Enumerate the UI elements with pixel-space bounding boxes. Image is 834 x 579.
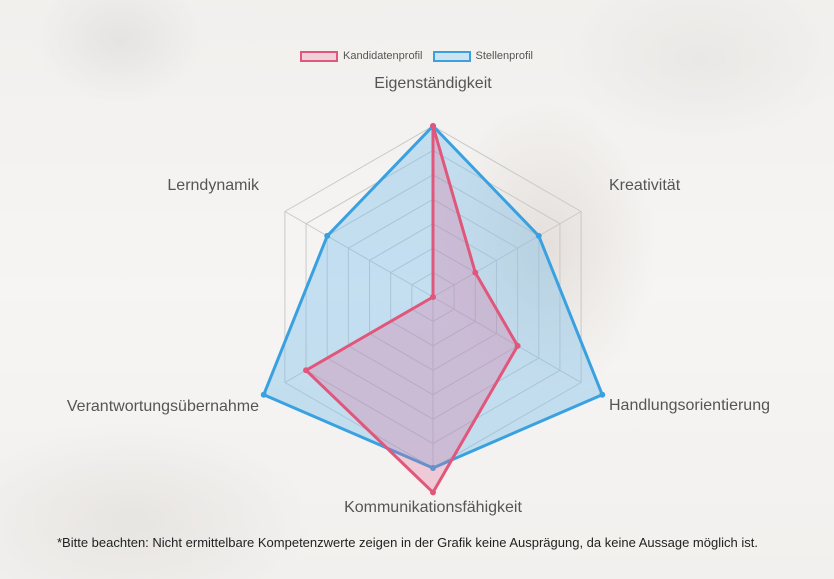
- legend-label-job: Stellenprofil: [475, 50, 533, 62]
- legend-item-job[interactable]: Stellenprofil: [432, 50, 533, 62]
- series-point-candidate-3: [430, 489, 436, 496]
- series-point-candidate-4: [303, 367, 310, 374]
- series-point-job-1: [535, 232, 542, 239]
- axis-label-eigenstaendigkeit: Eigenständigkeit: [374, 75, 492, 92]
- series-point-job-3: [430, 465, 436, 471]
- grid-spoke-2: [432, 296, 582, 383]
- chart-legend: Kandidatenprofil Stellenprofil: [300, 50, 533, 62]
- legend-item-candidate[interactable]: Kandidatenprofil: [300, 50, 423, 62]
- grid-spoke-1: [432, 211, 582, 298]
- axis-label-verantwortungsuebernahme: Verantwortungsübernahme: [66, 398, 259, 415]
- axis-label-lerndynamik: Lerndynamik: [167, 177, 259, 194]
- legend-swatch-candidate: [300, 50, 338, 62]
- grid-spoke-5: [284, 211, 434, 298]
- series-point-candidate-5: [430, 294, 436, 300]
- series-point-candidate-0: [430, 123, 436, 129]
- series-point-job-5: [324, 232, 331, 239]
- axis-label-handlungsorientierung: Handlungsorientierung: [609, 397, 770, 414]
- legend-swatch-job: [432, 50, 471, 62]
- axis-label-kommunikationsfaehigkeit: Kommunikationsfähigkeit: [344, 499, 522, 516]
- series-point-candidate-1: [472, 269, 479, 276]
- axis-label-kreativitaet: Kreativität: [609, 177, 681, 194]
- legend-label-candidate: Kandidatenprofil: [343, 50, 423, 62]
- series-point-candidate-2: [514, 342, 521, 349]
- footnote: *Bitte beachten: Nicht ermittelbare Komp…: [57, 535, 758, 550]
- series-point-job-2: [599, 391, 606, 398]
- series-point-job-4: [260, 391, 267, 398]
